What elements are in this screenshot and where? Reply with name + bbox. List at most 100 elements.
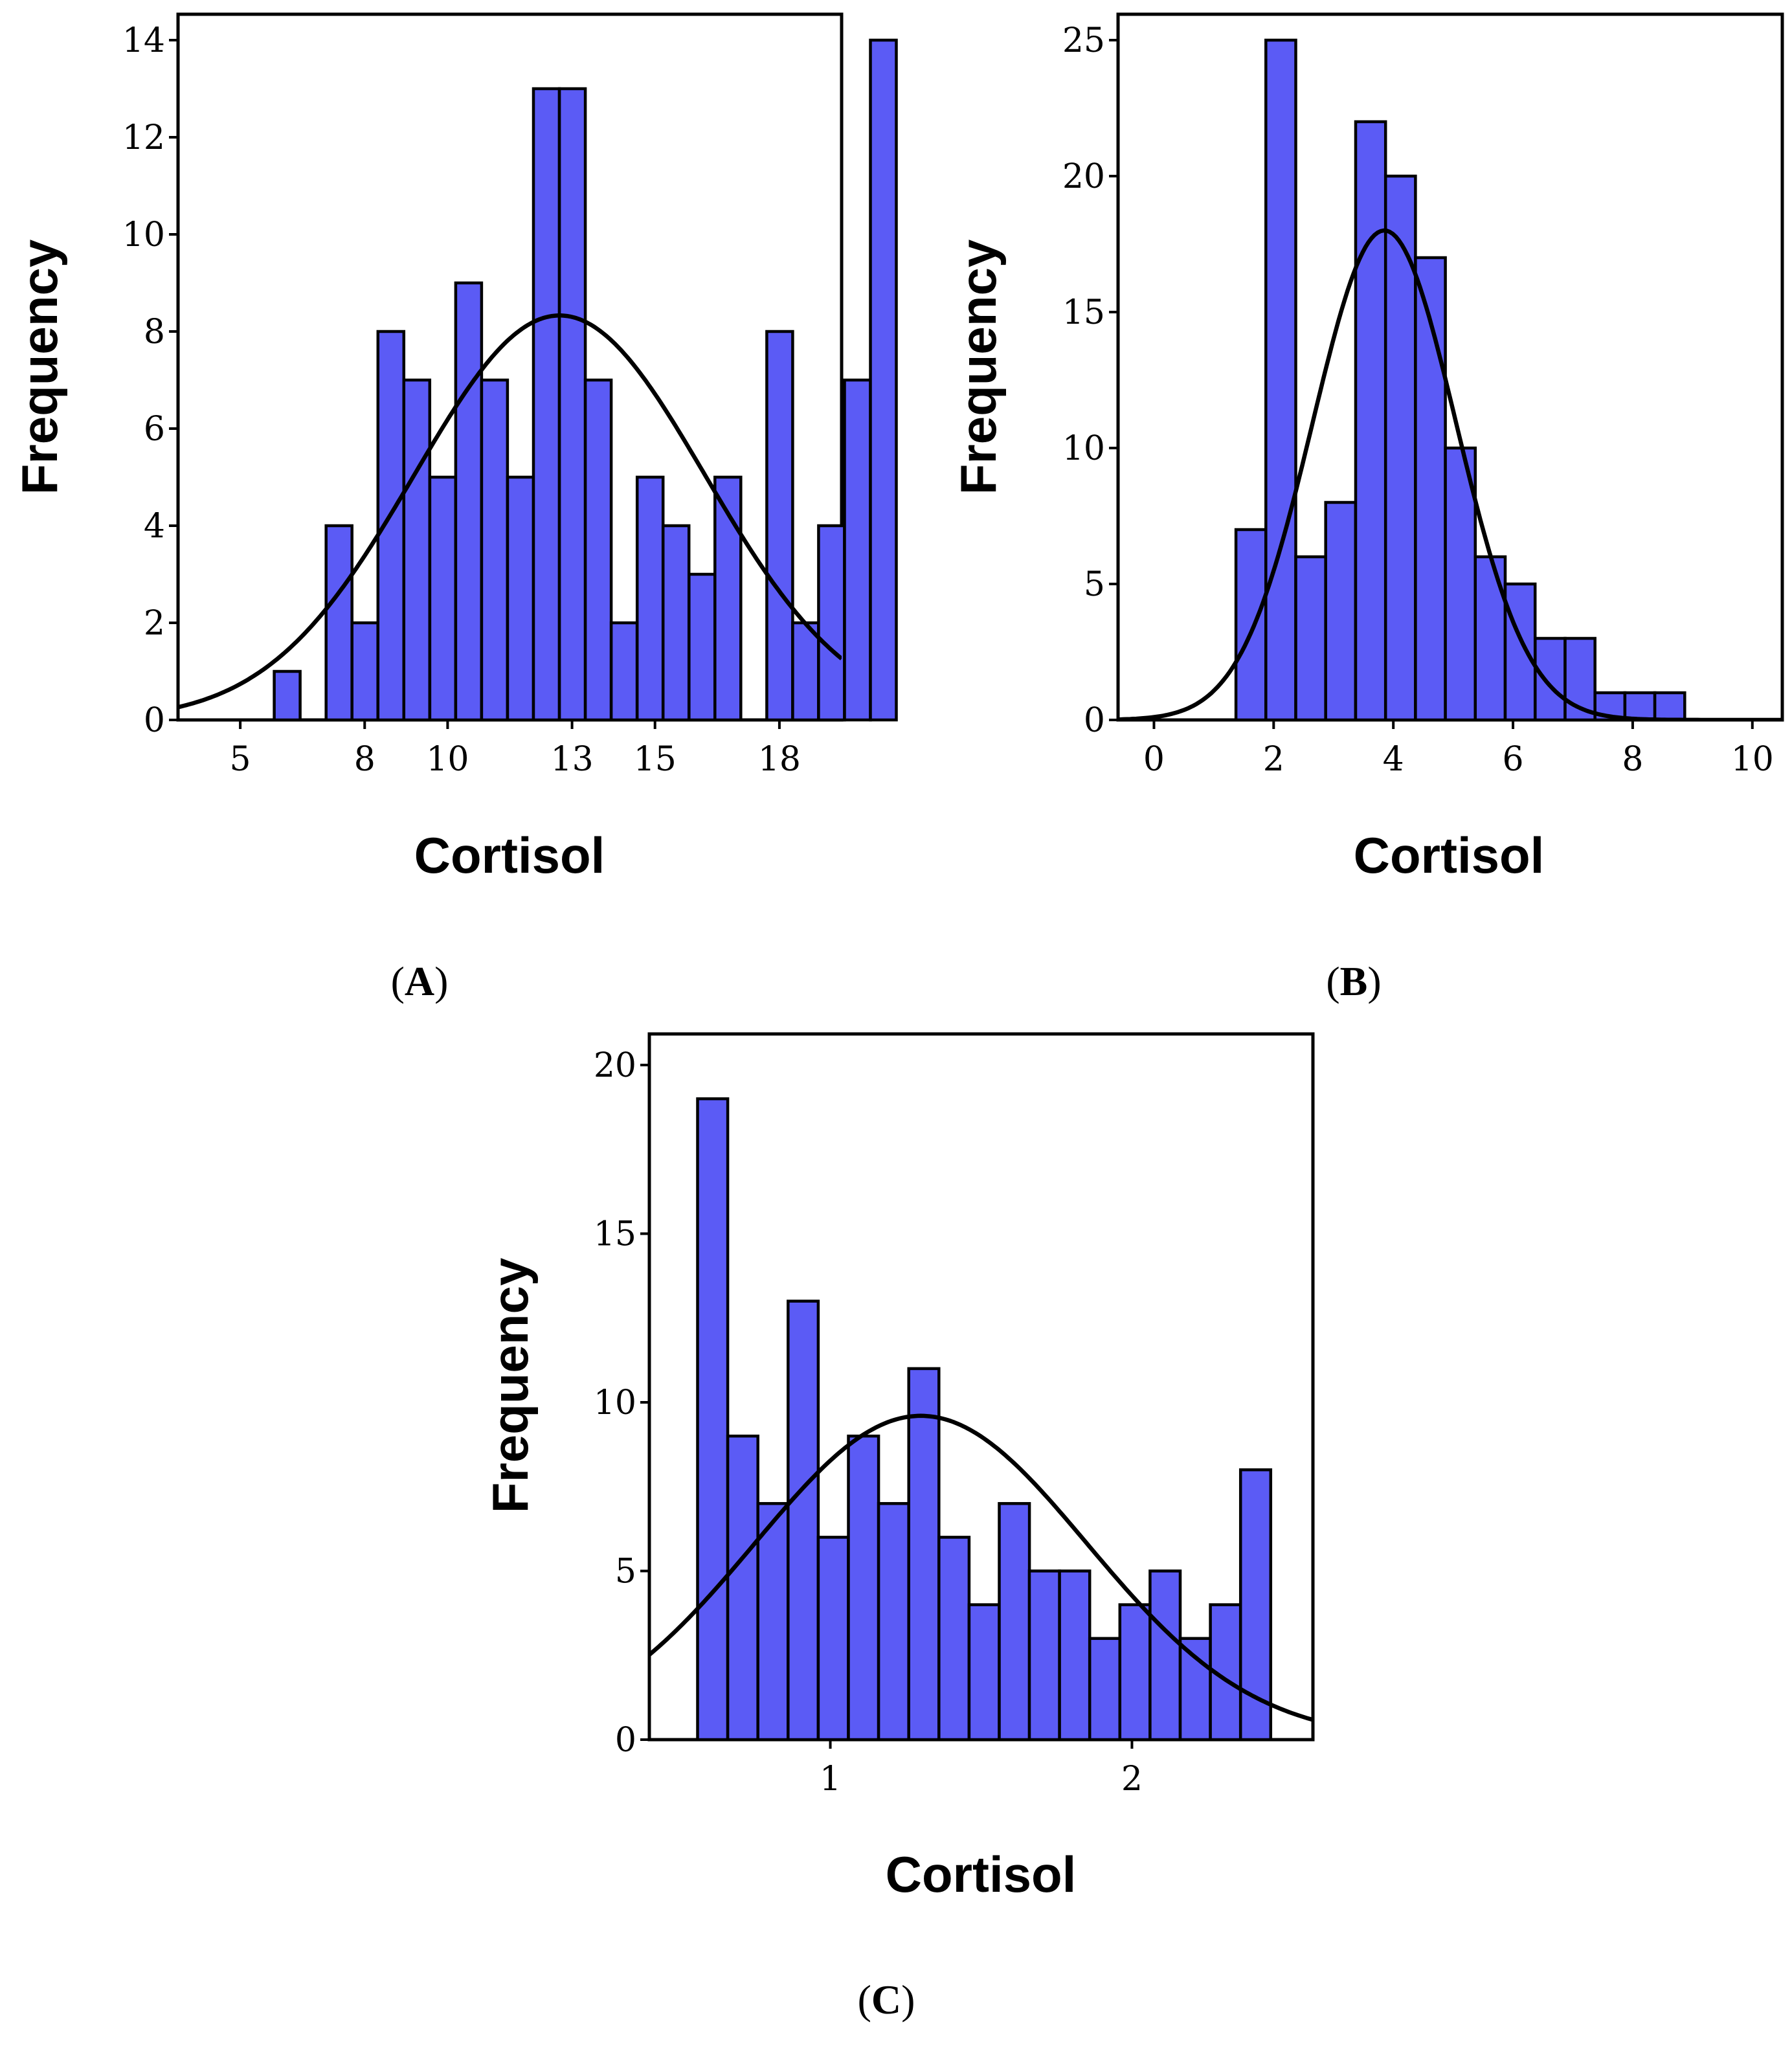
y-axis-ticks: 0 5 10 15 20 25 [1062, 21, 1118, 740]
histogram-bar [609, 621, 639, 722]
histogram-bar [557, 87, 587, 722]
histogram-bar [1088, 1637, 1122, 1742]
y-tick-label: 10 [594, 1384, 636, 1422]
histogram-bar [726, 1434, 759, 1742]
normal-curve [649, 1413, 1313, 1722]
histogram-bar [1027, 1569, 1061, 1742]
y-tick-label: 0 [615, 1721, 636, 1760]
y-tick-label: 2 [144, 604, 165, 643]
x-tick-label: 8 [1622, 740, 1643, 779]
histogram-bar [350, 621, 379, 722]
y-axis-title: Frequency [482, 1258, 539, 1513]
x-tick-label: 0 [1143, 740, 1165, 779]
histogram-bar [1473, 555, 1507, 722]
histogram-bar [713, 475, 743, 722]
y-tick-label: 8 [144, 313, 165, 352]
histogram-bar [817, 524, 846, 722]
panel-label-c: (C) [858, 1977, 915, 2023]
histogram-bar [583, 378, 613, 722]
x-tick-label: 2 [1121, 1760, 1143, 1799]
histogram-bar [1354, 120, 1387, 722]
y-tick-label: 12 [122, 118, 165, 157]
y-axis-title: Frequency [950, 240, 1007, 495]
histogram-bar [1324, 500, 1358, 722]
y-tick-label: 20 [594, 1046, 636, 1085]
histogram-bar [324, 524, 353, 722]
x-tick-label: 10 [426, 740, 469, 779]
x-tick-label: 2 [1263, 740, 1284, 779]
x-tick-label: 4 [1383, 740, 1404, 779]
panel-letter: B [1340, 958, 1368, 1004]
y-tick-label: 4 [144, 507, 165, 546]
histogram-bar [1234, 528, 1268, 722]
bar-series [273, 38, 898, 722]
histogram-bar [273, 669, 302, 722]
histogram-bar [1653, 691, 1686, 722]
histogram-bar [480, 378, 510, 722]
bar-series [1234, 38, 1686, 722]
histogram-bar [402, 378, 432, 722]
x-axis-title: Cortisol [886, 1846, 1077, 1903]
histogram-bar [907, 1367, 941, 1742]
histogram-bar [998, 1502, 1031, 1742]
panel-letter: C [871, 1977, 901, 2023]
panel-label-b: (B) [1326, 958, 1381, 1004]
y-tick-label: 10 [122, 216, 165, 254]
x-tick-label: 1 [820, 1760, 841, 1799]
panel-letter: A [405, 958, 434, 1004]
y-axis-ticks: 0 5 10 15 20 [594, 1046, 649, 1760]
histogram-bar [1623, 691, 1657, 722]
histogram-bar [1383, 174, 1417, 722]
histogram-bar [532, 87, 561, 722]
histogram-bar [937, 1536, 971, 1742]
y-tick-label: 15 [594, 1215, 636, 1254]
x-tick-label: 6 [1503, 740, 1524, 779]
histogram-bar [877, 1502, 910, 1742]
histogram-bar [765, 330, 794, 722]
histogram-bar [1178, 1637, 1212, 1742]
y-tick-label: 6 [144, 410, 165, 449]
panel-label-a: (A) [391, 958, 449, 1004]
y-tick-label: 15 [1062, 293, 1105, 332]
histogram-bar [506, 475, 535, 722]
histogram-bar [688, 572, 717, 722]
histogram-bar [1238, 1468, 1273, 1742]
histogram-bar [454, 281, 484, 722]
y-tick-label: 5 [1084, 565, 1105, 604]
histogram-bar [1503, 582, 1537, 722]
histogram-bar [816, 1536, 850, 1742]
x-tick-label: 8 [354, 740, 375, 779]
x-axis-ticks: 0 2 4 6 8 10 [1143, 720, 1774, 779]
y-tick-label: 20 [1062, 157, 1105, 196]
y-tick-label: 25 [1062, 21, 1105, 60]
histogram-bar [967, 1603, 1001, 1742]
histogram-bar [696, 1097, 730, 1742]
y-tick-label: 14 [122, 21, 165, 60]
histogram-bar [635, 475, 665, 722]
y-axis-ticks: 0 2 4 6 8 10 12 14 [122, 21, 178, 740]
histogram-bar [1414, 256, 1447, 722]
y-tick-label: 5 [615, 1553, 636, 1591]
histogram-bar [661, 524, 691, 722]
histogram-panel-b: 0 5 10 15 20 25 0 2 4 6 8 10 Cortisol Frequency (B… [950, 12, 1784, 1004]
normal-curve [178, 313, 842, 710]
x-tick-label: 15 [634, 740, 677, 779]
y-tick-label: 10 [1062, 429, 1105, 468]
x-axis-title: Cortisol [1354, 827, 1545, 884]
x-tick-label: 18 [758, 740, 801, 779]
histogram-bar [428, 475, 458, 722]
histogram-bar [756, 1502, 790, 1742]
histogram-bar [1058, 1569, 1092, 1742]
x-tick-label: 13 [551, 740, 594, 779]
histogram-panel-a: 0 2 4 6 8 10 12 14 5 8 10 13 15 18 Cortisol Frequenc… [11, 12, 898, 1004]
histogram-bar [787, 1299, 820, 1742]
x-tick-label: 5 [230, 740, 251, 779]
histogram-bar [791, 621, 820, 722]
histogram-bar [1118, 1603, 1152, 1742]
bar-series [696, 1097, 1273, 1742]
histogram-bar [847, 1434, 880, 1742]
histogram-bar [843, 378, 872, 722]
